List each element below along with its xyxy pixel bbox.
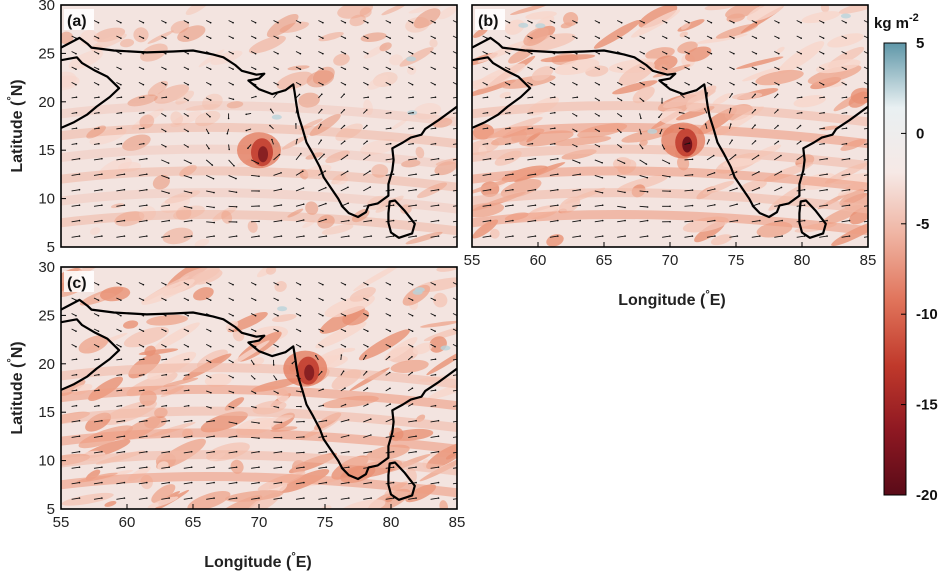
lat-tick-label: 10	[38, 191, 55, 208]
colorbar-tick-label: -5	[916, 216, 929, 233]
colorbar-tick-label: 0	[916, 125, 924, 142]
map-panel-a: (a)	[60, 4, 458, 248]
lat-tick-label: 30	[38, 259, 55, 276]
lat-tick-label: 20	[38, 94, 55, 111]
lon-tick-label: 85	[449, 514, 466, 531]
anomaly-field	[472, 5, 868, 247]
y-axis-title: Latitude (°N)	[6, 341, 26, 434]
lon-tick-label: 80	[383, 514, 400, 531]
coastline	[61, 298, 457, 501]
wind-vectors	[71, 282, 457, 500]
panel-label: (b)	[478, 13, 498, 30]
lon-tick-label: 65	[185, 514, 202, 531]
colorbar-tick-label: -10	[916, 306, 938, 323]
lat-tick-label: 30	[38, 0, 55, 14]
lon-tick-label: 75	[728, 252, 745, 269]
wind-vectors	[71, 20, 457, 238]
lon-tick-label: 65	[596, 252, 613, 269]
coastline	[61, 36, 457, 239]
lon-tick-label: 60	[530, 252, 547, 269]
panel-frame	[60, 4, 458, 248]
lat-tick-label: 15	[38, 404, 55, 421]
lon-tick-label: 70	[662, 252, 679, 269]
lon-tick-label: 75	[317, 514, 334, 531]
lat-tick-label: 10	[38, 453, 55, 470]
lon-tick-label: 80	[794, 252, 811, 269]
colorbar-unit-label: kg m-2	[874, 12, 919, 32]
lat-tick-label: 5	[47, 239, 55, 256]
colorbar-tick-label: -15	[916, 397, 938, 414]
lon-tick-label: 85	[860, 252, 877, 269]
lat-tick-label: 25	[38, 307, 55, 324]
colorbar-tick-label: 5	[916, 35, 924, 52]
coastline	[472, 36, 868, 239]
lon-tick-label: 70	[251, 514, 268, 531]
lat-tick-label: 20	[38, 356, 55, 373]
colorbar-scale	[883, 42, 907, 496]
anomaly-field	[61, 267, 457, 509]
lat-tick-label: 15	[38, 142, 55, 159]
lat-tick-label: 25	[38, 45, 55, 62]
lon-tick-label: 55	[53, 514, 70, 531]
panel-label: (a)	[67, 13, 87, 30]
colorbar: 5 0 -5 -10 -15 -20 kg m-2	[874, 12, 938, 504]
x-axis-title: Longitude (°E)	[618, 289, 726, 309]
colorbar-tick-label: -20	[916, 487, 938, 504]
lon-tick-label: 60	[119, 514, 136, 531]
lon-tick-label: 55	[464, 252, 481, 269]
lat-tick-label: 5	[47, 501, 55, 518]
map-panel-b: (b)	[471, 4, 869, 248]
x-axis-title: Longitude (°E)	[204, 551, 312, 571]
map-panel-c: (c)	[60, 266, 458, 510]
y-axis-title: Latitude (°N)	[6, 79, 26, 172]
anomaly-field	[61, 5, 457, 247]
panel-label: (c)	[67, 275, 87, 292]
